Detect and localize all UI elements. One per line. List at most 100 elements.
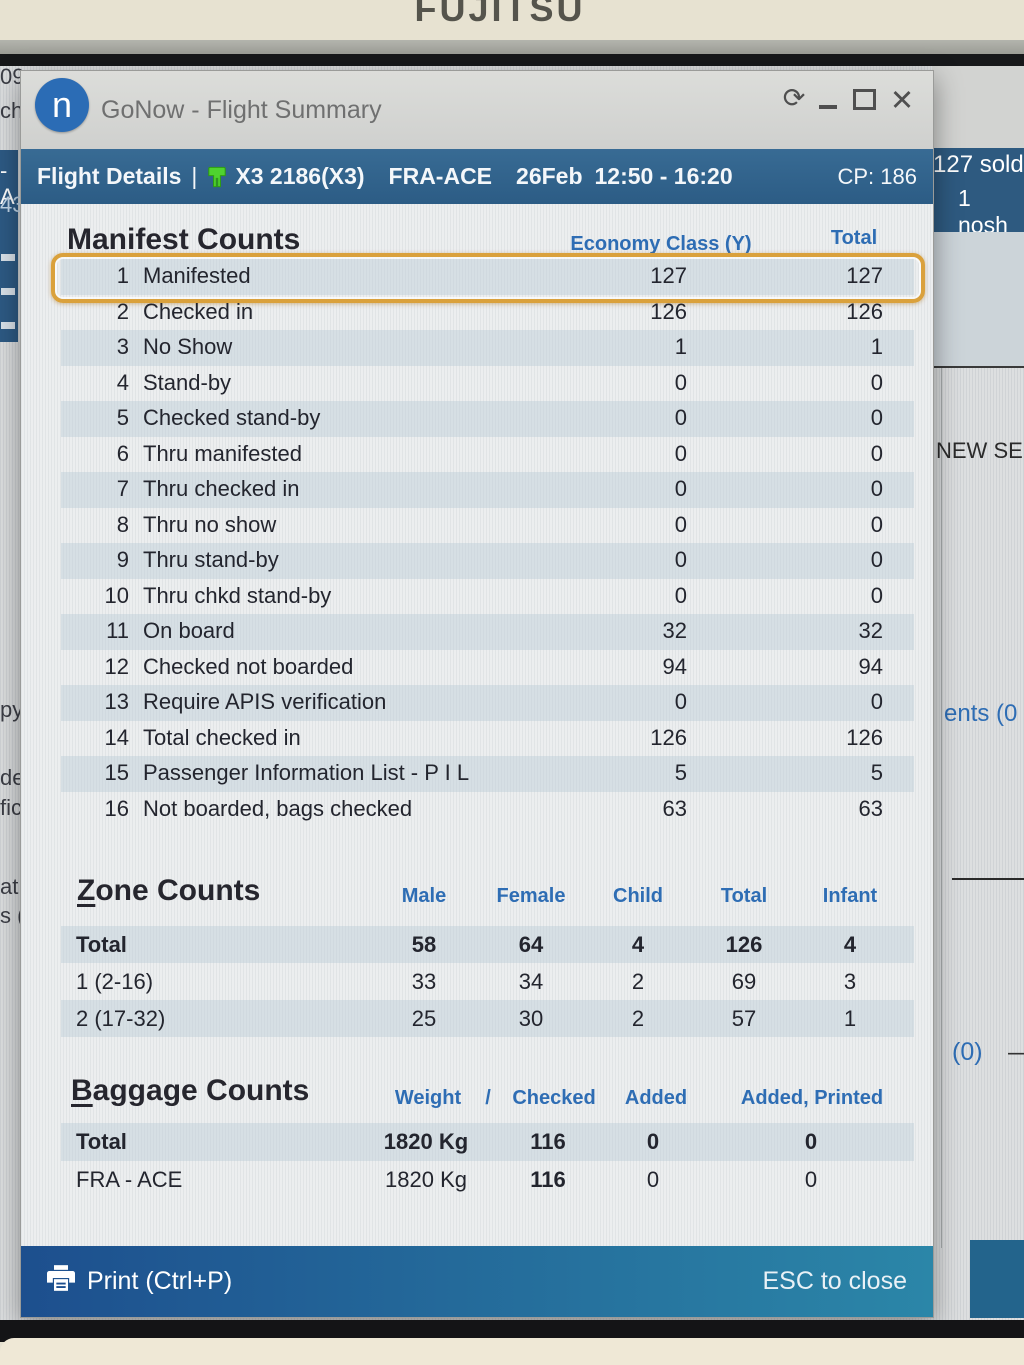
bg-right-text-fragment: NEW SE	[936, 438, 1023, 463]
bg-left-text-fragment: at	[0, 874, 19, 899]
baggage-checked-value: 116	[530, 1129, 566, 1154]
manifest-row-label: Not boarded, bags checked	[143, 795, 413, 821]
bg-left-text-fragment: -A	[0, 158, 15, 209]
column-header-child: Child	[613, 885, 663, 907]
manifest-economy-value: 32	[662, 618, 687, 643]
manifest-row[interactable]: 14 Total checked in 126 126	[61, 721, 914, 757]
baggage-row: Total 1820 Kg 116 0 0	[61, 1123, 914, 1161]
close-icon[interactable]: ✕	[889, 85, 915, 117]
manifest-row-number: 6	[116, 440, 129, 466]
manifest-row[interactable]: 3 No Show 1 1	[61, 330, 914, 366]
manifest-economy-value: 5	[674, 760, 687, 785]
desk-surface	[0, 1338, 1024, 1365]
manifest-row[interactable]: 8 Thru no show 0 0	[61, 508, 914, 544]
flight-time: 12:50 - 16:20	[594, 163, 733, 189]
refresh-icon[interactable]: ⟳	[782, 83, 806, 113]
manifest-row[interactable]: 11 On board 32 32	[61, 614, 914, 650]
print-button[interactable]: Print (Ctrl+P)	[47, 1265, 232, 1298]
bg-divider	[952, 878, 1024, 880]
column-header-economy: Economy Class (Y)	[570, 233, 752, 255]
manifest-row-label: Checked in	[143, 298, 254, 324]
manifest-row-label: Thru stand-by	[143, 547, 279, 572]
baggage-added-printed-value: 0	[804, 1167, 818, 1192]
passenger-icon	[207, 166, 227, 188]
zone-row-label: Total	[76, 932, 127, 957]
manifest-total-value: 0	[870, 476, 883, 501]
manifest-row-number: 8	[116, 511, 129, 537]
manifest-row-number: 1	[116, 263, 129, 288]
column-header-total: Total	[830, 227, 878, 249]
zone-counts-title: Zone Counts	[77, 874, 261, 907]
baggage-counts-title: Baggage Counts	[71, 1074, 310, 1107]
baggage-table: Total 1820 Kg 116 0 0 FRA - ACE 1820 Kg 116 0 0	[61, 1123, 914, 1199]
manifest-total-value: 126	[846, 298, 883, 324]
bg-left-blue-strip: -A 43	[0, 150, 24, 342]
manifest-row[interactable]: 5 Checked stand-by 0 0	[61, 401, 914, 437]
manifest-row-number: 3	[116, 334, 129, 359]
manifest-economy-value: 94	[662, 653, 687, 679]
zone-male-value: 33	[411, 969, 437, 994]
manifest-row[interactable]: 4 Stand-by 0 0	[61, 366, 914, 402]
manifest-row[interactable]: 12 Checked not boarded 94 94	[61, 650, 914, 686]
manifest-row[interactable]: 7 Thru checked in 0 0	[61, 472, 914, 508]
dialog-footer: Print (Ctrl+P) ESC to close	[21, 1246, 933, 1317]
baggage-added-value: 0	[646, 1129, 660, 1154]
baggage-checked-value: 116	[530, 1167, 566, 1192]
manifest-economy-value: 126	[650, 724, 687, 750]
manifest-economy-value: 0	[674, 369, 687, 395]
column-header-female: Female	[496, 885, 566, 907]
screen: 09 ch -A 43 py de fic at s ( 127 sold 1 …	[0, 64, 1024, 1320]
manifest-row-label: Thru no show	[143, 511, 277, 537]
manifest-total-value: 127	[846, 263, 883, 288]
manifest-total-value: 0	[870, 440, 883, 466]
manifest-row[interactable]: 2 Checked in 126 126	[61, 295, 914, 331]
bg-right-titlebar-fragment	[932, 66, 1024, 148]
printer-icon	[47, 1265, 75, 1298]
manifest-row[interactable]: 6 Thru manifested 0 0	[61, 437, 914, 473]
manifest-row-label: Total checked in	[143, 724, 301, 750]
baggage-row-label: Total	[76, 1129, 127, 1154]
manifest-total-value: 0	[870, 405, 883, 430]
manifest-row[interactable]: 16 Not boarded, bags checked 63 63	[61, 792, 914, 828]
manifest-economy-value: 127	[650, 263, 687, 288]
manifest-row-label: Checked stand-by	[143, 405, 321, 430]
zone-row-label: 2 (17-32)	[76, 1006, 166, 1031]
manifest-total-value: 0	[870, 689, 883, 714]
screen-edge-top	[0, 54, 1024, 66]
manifest-row-number: 14	[104, 724, 129, 750]
separator: |	[191, 163, 198, 189]
zone-row: 2 (17-32) 25 30 2 57 1	[61, 1000, 914, 1037]
bg-right-text-fragment: —	[1008, 1038, 1024, 1067]
manifest-row-label: On board	[143, 618, 235, 643]
manifest-row-label: Stand-by	[143, 369, 232, 395]
minimize-icon[interactable]	[819, 105, 837, 109]
manifest-row-label: Passenger Information List - P I L	[143, 760, 470, 785]
manifest-row-number: 7	[116, 476, 129, 501]
manifest-row[interactable]: 1 Manifested 127 127	[51, 253, 925, 303]
manifest-row-number: 12	[104, 653, 129, 679]
maximize-icon[interactable]	[853, 89, 876, 110]
baggage-row: FRA - ACE 1820 Kg 116 0 0	[61, 1161, 914, 1199]
baggage-added-value: 0	[646, 1167, 660, 1192]
zone-child-value: 2	[631, 969, 645, 994]
bg-left-dash	[1, 322, 15, 329]
manifest-row[interactable]: 13 Require APIS verification 0 0	[61, 685, 914, 721]
manifest-table: 1 Manifested 127 127 2 Checked in 126 126 3 No Sh…	[51, 253, 925, 828]
zone-female-value: 34	[518, 969, 544, 994]
manifest-row-number: 11	[106, 618, 129, 643]
manifest-row[interactable]: 9 Thru stand-by 0 0	[61, 543, 914, 579]
monitor-bezel-strip	[0, 40, 1024, 54]
manifest-total-value: 94	[858, 653, 883, 679]
manifest-row[interactable]: 10 Thru chkd stand-by 0 0	[61, 579, 914, 615]
zone-row-label: 1 (2-16)	[76, 969, 154, 994]
zone-total-value: 69	[731, 969, 757, 994]
manifest-economy-value: 63	[662, 795, 687, 821]
bg-right-bar-fragment	[970, 1240, 1024, 1318]
zone-row: 1 (2-16) 33 34 2 69 3	[61, 963, 914, 1000]
manifest-row-label: Checked not boarded	[143, 653, 354, 679]
manifest-row-number: 2	[116, 298, 129, 324]
zone-male-value: 58	[411, 932, 437, 957]
manifest-row-number: 15	[104, 760, 129, 785]
dialog-title: GoNow - Flight Summary	[101, 96, 382, 124]
manifest-row[interactable]: 15 Passenger Information List - P I L 5 5	[61, 756, 914, 792]
